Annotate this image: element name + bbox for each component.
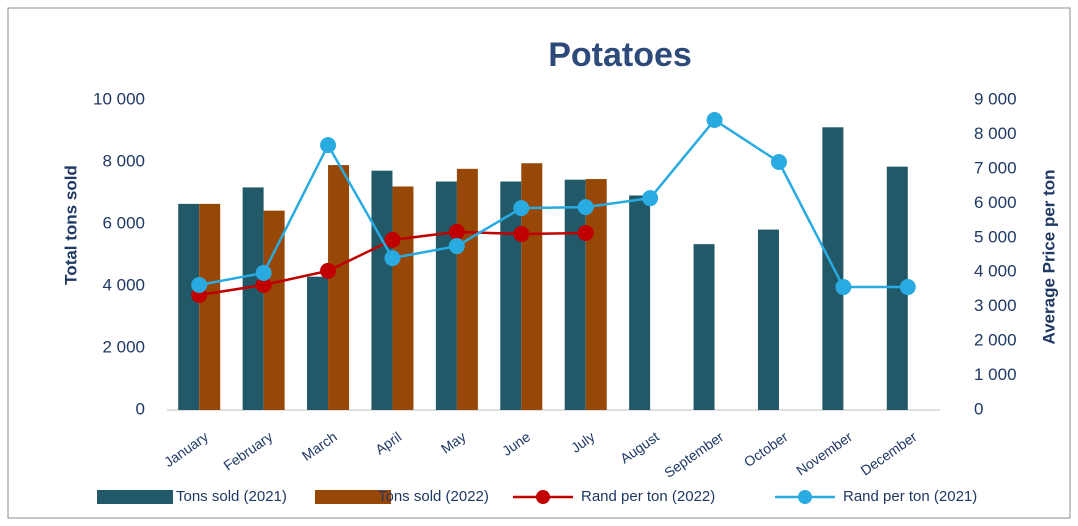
line-marker	[577, 224, 594, 241]
bar	[178, 203, 200, 410]
y-tick-label: 6 000	[102, 213, 145, 232]
bar	[199, 203, 221, 410]
line-marker	[513, 200, 530, 217]
y2-tick-label: 5 000	[974, 227, 1017, 246]
bar	[307, 276, 329, 410]
legend-label: Rand per ton (2022)	[581, 488, 715, 505]
legend-label: Tons sold (2021)	[176, 488, 287, 505]
line-marker	[320, 262, 337, 279]
y-axis-title: Total tons sold	[61, 165, 80, 285]
y2-tick-label: 6 000	[974, 193, 1017, 212]
legend-swatch	[97, 490, 173, 504]
y2-tick-label: 2 000	[974, 331, 1017, 350]
line-marker	[320, 137, 337, 154]
bar	[392, 186, 414, 410]
bar	[757, 229, 779, 410]
y-tick-label: 0	[136, 399, 145, 418]
legend-marker	[798, 490, 812, 504]
line-marker	[384, 231, 401, 248]
bar	[456, 168, 478, 410]
y2-axis-title: Average Price per ton	[1039, 169, 1058, 344]
y-tick-label: 4 000	[102, 275, 145, 294]
line-marker	[706, 111, 723, 128]
line-marker	[255, 276, 272, 293]
bar	[629, 195, 651, 410]
line-marker	[577, 199, 594, 216]
chart-title: Potatoes	[548, 36, 692, 74]
y-tick-label: 8 000	[102, 151, 145, 170]
line-marker	[448, 238, 465, 255]
y2-tick-label: 7 000	[974, 158, 1017, 177]
line-marker	[770, 154, 787, 170]
line-marker	[448, 223, 465, 240]
y2-tick-label: 0	[974, 399, 983, 418]
legend-swatch	[315, 490, 391, 504]
line-marker	[835, 279, 852, 296]
legend-marker	[536, 490, 550, 504]
bar	[886, 166, 908, 410]
bar	[500, 181, 522, 410]
bar	[693, 244, 715, 410]
line-marker	[642, 190, 659, 207]
y2-tick-label: 4 000	[974, 262, 1017, 281]
y2-tick-label: 3 000	[974, 296, 1017, 315]
line-marker	[513, 225, 530, 242]
line-marker	[255, 264, 272, 281]
bar	[521, 163, 543, 410]
y-tick-label: 2 000	[102, 337, 145, 356]
line	[198, 118, 908, 289]
line-marker	[384, 250, 401, 267]
legend-label: Rand per ton (2021)	[843, 488, 977, 505]
bar	[371, 170, 393, 410]
bar	[435, 181, 457, 410]
line-marker	[899, 279, 916, 296]
y2-tick-label: 9 000	[974, 89, 1017, 108]
y2-tick-label: 8 000	[974, 124, 1017, 143]
bar	[328, 165, 350, 410]
line-marker	[191, 276, 208, 293]
y2-tick-label: 1 000	[974, 365, 1017, 384]
y-tick-label: 10 000	[93, 89, 145, 108]
bar	[242, 187, 264, 410]
legend-label: Tons sold (2022)	[378, 488, 489, 505]
bar	[263, 210, 285, 410]
